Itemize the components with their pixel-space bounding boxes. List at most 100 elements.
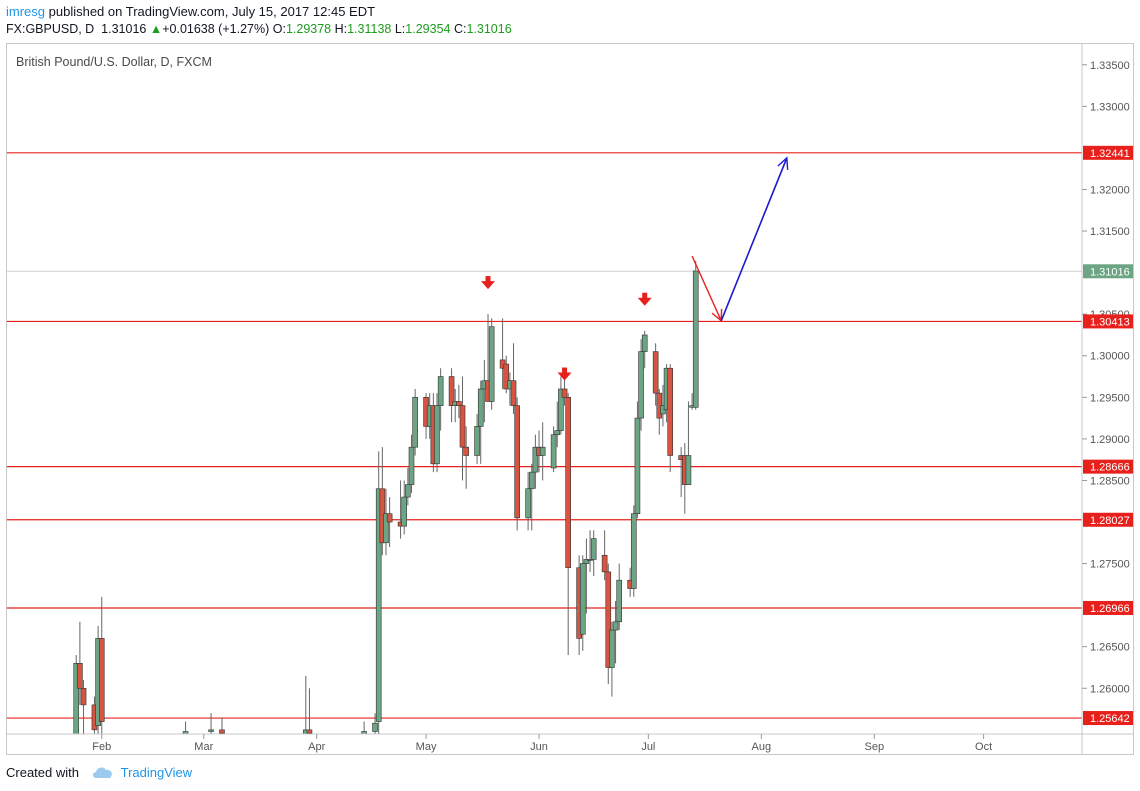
down-arrow-icon-stem [562,367,568,374]
time-tick-label: Sep [864,741,884,753]
candle-body [306,729,313,734]
time-axis: Feb Mar Apr May Jun Jul Aug Sep Oct [7,733,1134,753]
time-tick-label: Apr [308,741,325,753]
symbol-label: FX:GBPUSD, D [6,22,95,36]
candle-body [601,554,608,573]
candle-body [219,729,225,734]
candle-body [77,663,83,689]
candle-body [525,488,531,519]
candle-body [80,687,87,706]
candle-body [503,363,510,390]
time-tick-label: Feb [92,741,111,753]
candle-body [434,405,440,465]
level-price-tag-label: 1.26966 [1090,603,1130,615]
price-chart[interactable]: 1.26000 1.26500 1.27500 1.28500 1.29000 1.295… [0,0,1140,760]
candle-body [375,488,382,722]
level-price-tag [1083,711,1133,726]
candle-body [408,446,415,485]
level-price-tag [1083,512,1133,527]
last-price-tag [1083,264,1133,279]
price-tick-label: 1.29500 [1090,392,1130,404]
open-label: O: [272,22,286,36]
candle-body [554,430,561,436]
low-label: L: [394,22,406,36]
price-tick-label: 1.26000 [1090,683,1130,695]
candle-body [510,380,517,406]
down-arrow-icon [557,372,572,381]
candle-body [561,388,568,398]
level-price-tag-label: 1.28027 [1090,515,1130,527]
candle-body [641,334,648,352]
horizontal-levels [7,152,1082,719]
chart-frame[interactable] [6,43,1134,755]
candle-body [448,376,455,406]
price-tick-label: 1.32000 [1090,184,1130,196]
candle-body [401,496,408,527]
author-link[interactable]: imresg [6,4,46,19]
down-arrow-icon-stem [485,276,491,283]
candle-body [528,471,535,490]
candles [73,260,699,735]
projection-path [691,156,789,323]
candle-body [463,446,469,456]
time-tick-label: Oct [975,741,992,753]
level-price-tag [1083,145,1133,160]
level-price-tag [1083,459,1133,474]
down-markers [481,276,652,381]
candle-body [474,426,480,456]
candle-body [477,388,484,427]
candle-body [372,722,378,732]
last-price: 1.31016 [101,22,147,36]
price-change: +0.01638 (+1.27%) [162,22,270,36]
candle-body [692,270,699,408]
close-label: C: [453,22,467,36]
chart-title: British Pound/U.S. Dollar, D, FXCM [16,55,212,69]
price-tick-label: 1.31500 [1090,226,1130,238]
candle-body [579,563,586,635]
projection-up-arrowhead [777,156,789,170]
price-tick-label: 1.28500 [1090,475,1130,487]
candle-body [587,559,593,561]
candle-body [539,446,546,456]
price-tick-label: 1.27500 [1090,559,1130,571]
open-value: 1.29378 [285,22,332,36]
candle-body [583,559,590,564]
projection-down-segment [691,255,722,322]
price-tick-label: 1.30000 [1090,351,1130,363]
high-label: H: [334,22,348,36]
candle-body [605,571,612,668]
projection-up-segment [720,157,788,322]
last-price-tag-label: 1.31016 [1090,266,1130,278]
candle-body [459,405,466,448]
price-axis: 1.26000 1.26500 1.27500 1.28500 1.29000 1.295… [1081,44,1133,755]
candle-body [98,638,105,722]
candle-body [634,417,641,514]
candle-body [437,376,444,406]
tradingview-cloud-icon [91,765,115,782]
candle-body [612,621,619,631]
candle-body [383,513,389,544]
created-with-label: Created with [6,765,79,780]
price-tick-label: 1.26500 [1090,642,1130,654]
candle-body [386,513,393,523]
candle-body [667,367,674,456]
candle-body [609,629,615,668]
time-tick-label: Mar [194,741,213,753]
footer: Created with TradingView [6,765,192,782]
candle-body [514,405,520,519]
time-tick-label: Aug [752,741,772,753]
tradingview-brand-link[interactable]: TradingView [120,765,193,780]
time-tick-label: May [416,741,437,753]
candle-body [456,401,462,406]
candle-body [550,434,557,469]
high-value: 1.31138 [347,22,392,36]
candle-body [685,455,692,485]
candle-body [488,326,495,402]
candle-body [412,397,418,448]
time-tick-label: Jul [641,741,655,753]
level-price-tag-label: 1.25642 [1090,713,1130,725]
chart-header: imresg published on TradingView.com, Jul… [0,0,1140,42]
price-tick-label: 1.33500 [1090,60,1130,72]
low-value: 1.29354 [405,22,451,36]
level-price-tag [1083,600,1133,615]
